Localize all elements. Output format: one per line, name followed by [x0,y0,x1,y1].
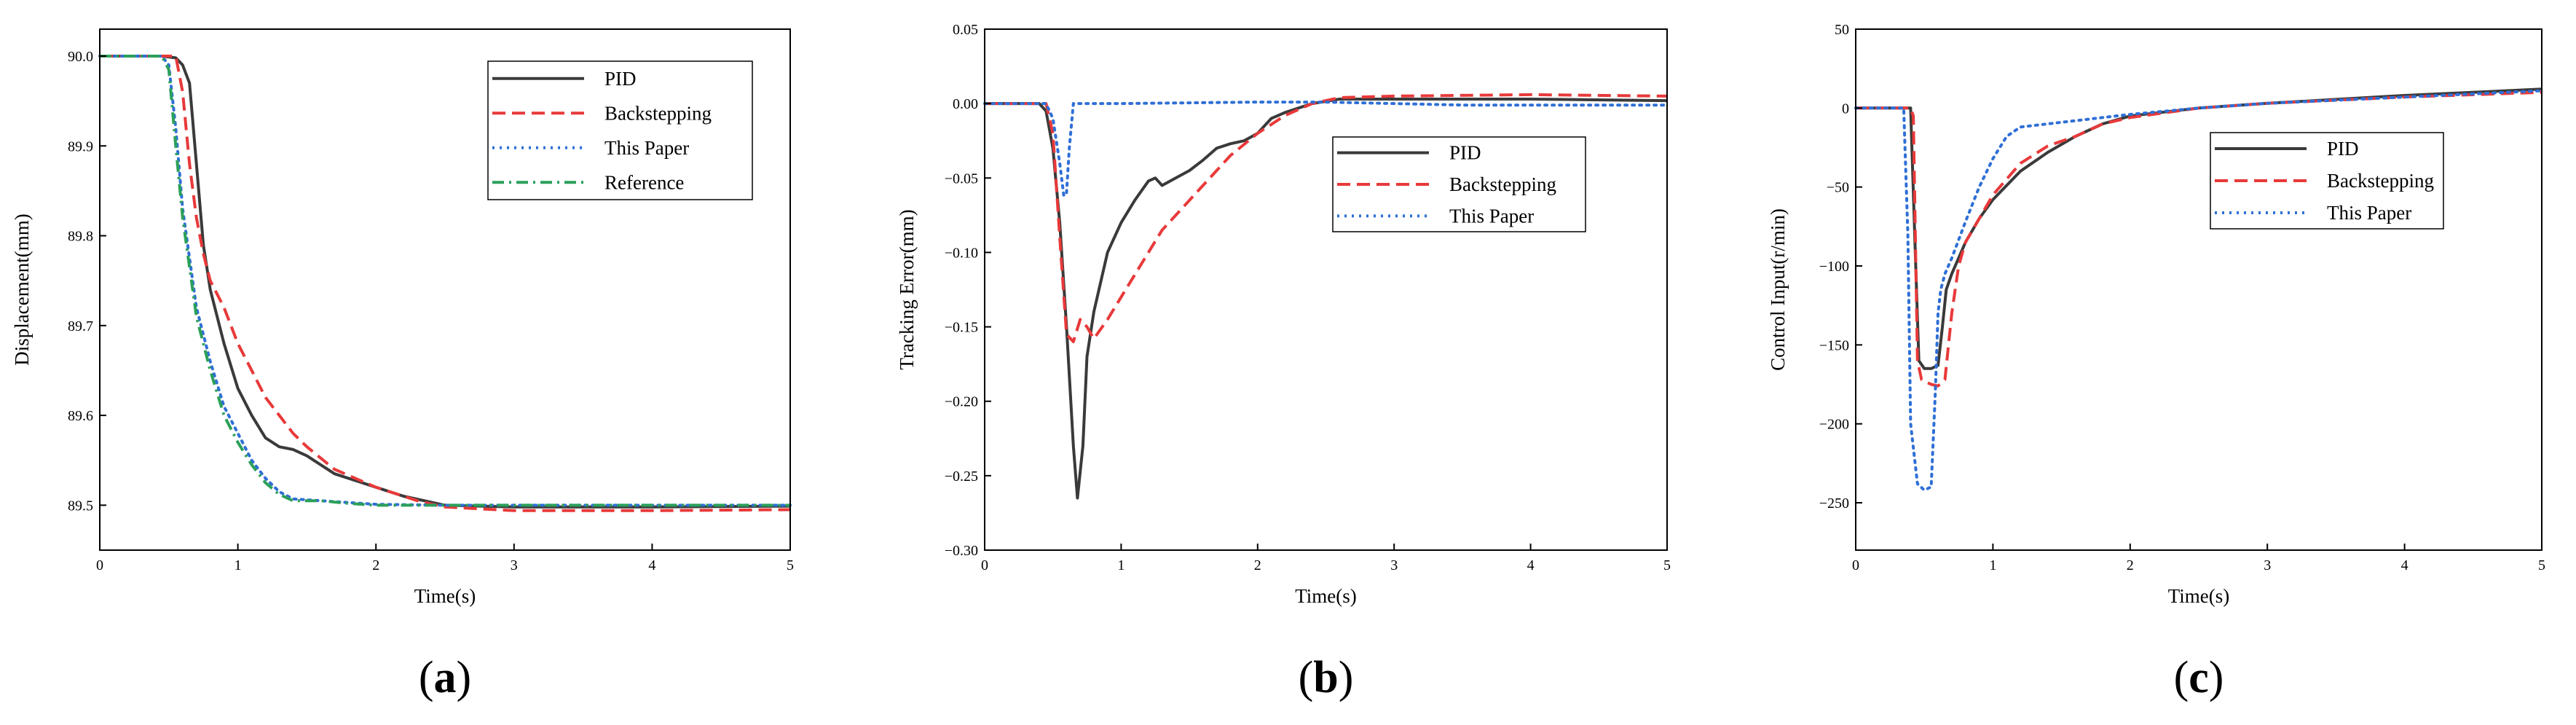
chart-b-xtick-label-2: 2 [1254,557,1261,573]
chart-a-legend-label-1: Backstepping [604,102,712,124]
chart-a-ytick-label-4: 89.9 [68,138,93,154]
chart-b-xtick-label-1: 1 [1117,557,1124,573]
chart-c-ticks: 0 1 2 3 4 5 −250 −200 −150 −100 −50 0 50 [1819,22,2545,573]
chart-c-xtick-label-4: 4 [2401,557,2408,573]
chart-c-ylabel: Control Input(r/min) [1767,208,1789,371]
chart-a-ticks: 0 1 2 3 4 5 89.5 89.6 89.7 89.8 89.9 90.0 [68,49,794,573]
chart-b-ytick-label-2: −0.20 [945,394,978,410]
chart-b-ytick-label-5: −0.05 [945,171,978,187]
chart-b-xlabel: Time(s) [1295,585,1357,607]
chart-b-legend-entry-2: This Paper [1337,205,1534,227]
chart-b-legend-label-1: Backstepping [1449,173,1556,195]
chart-b-ytick-label-1: −0.25 [945,469,978,485]
chart-c-legend-label-0: PID [2327,138,2359,160]
chart-a-plot-frame [99,28,791,551]
chart-b-legend: PID Backstepping This Paper [1332,136,1586,232]
chart-a-xtick-label-2: 2 [372,557,379,573]
chart-a-legend: PID Backstepping This Paper Reference [487,60,753,200]
chart-a-xtick-label-1: 1 [235,557,242,573]
chart-b-series-1-line [985,93,1668,343]
chart-a-panel-label: (a) [419,653,471,702]
chart-c-ytick-label-3: −100 [1819,259,1849,275]
chart-c-xtick-label-0: 0 [1852,557,1859,573]
chart-b-ytick-label-3: −0.15 [945,320,978,336]
chart-a-ytick-label-3: 89.8 [68,229,93,245]
chart-c: 0 1 2 3 4 5 −250 −200 −150 −100 −50 0 50 Time(s) Con… [1767,22,2545,702]
chart-a-ytick-label-1: 89.6 [68,408,93,424]
chart-a-legend-label-3: Reference [604,171,684,193]
chart-a-ytick-label-2: 89.7 [68,318,93,334]
chart-b-legend-entry-0: PID [1337,142,1481,164]
chart-a-panel-letter: a [434,653,457,702]
chart-c-legend-entry-1: Backstepping [2215,170,2434,192]
chart-c-xtick-label-5: 5 [2538,557,2545,573]
chart-b-series [983,93,1669,500]
chart-b-xtick-label-5: 5 [1663,557,1671,573]
chart-c-legend-label-1: Backstepping [2327,170,2434,192]
chart-c-xtick-label-1: 1 [1989,557,1996,573]
chart-b-ytick-label-0: −0.30 [945,543,978,559]
chart-b-ytick-label-6: 0.00 [953,96,978,112]
chart-a-xtick-label-0: 0 [96,557,103,573]
chart-c-legend-entry-2: This Paper [2215,202,2411,224]
chart-b-legend-entry-1: Backstepping [1337,173,1556,195]
chart-c-ytick-label-1: −200 [1819,417,1849,433]
chart-b-ylabel: Tracking Error(mm) [896,209,918,369]
chart-c-legend: PID Backstepping This Paper [2210,132,2444,230]
chart-a-xtick-label-3: 3 [511,557,518,573]
chart-c-panel-letter: c [2189,653,2209,702]
chart-b-ytick-label-4: −0.10 [945,245,978,261]
chart-b-legend-label-2: This Paper [1449,205,1534,227]
chart-a-ytick-label-5: 90.0 [68,49,93,65]
chart-a-legend-entry-0: PID [492,68,637,90]
chart-c-xtick-label-2: 2 [2127,557,2134,573]
chart-a-legend-entry-2: This Paper [492,137,689,159]
chart-a-xlabel: Time(s) [414,585,476,607]
chart-a-ytick-label-0: 89.5 [68,498,93,514]
chart-b-xtick-label-4: 4 [1527,557,1535,573]
chart-a-series-3-line [100,55,790,507]
chart-a-legend-entry-3: Reference [492,171,684,193]
chart-b-ticks: 0 1 2 3 4 5 −0.30 −0.25 −0.20 −0.15 −0.10 −0.05 0.00… [945,22,1671,573]
chart-c-legend-entries: PID Backstepping This Paper [2215,138,2434,224]
chart-c-plot-frame [1855,28,2542,551]
chart-b-plot-frame [984,28,1668,551]
chart-a-xtick-label-5: 5 [787,557,794,573]
chart-c-xtick-label-3: 3 [2264,557,2271,573]
chart-b-panel-letter: b [1313,653,1338,702]
chart-a: 0 1 2 3 4 5 89.5 89.6 89.7 89.8 89.9 90.0 Time(s) D… [11,28,794,702]
chart-a-legend-label-2: This Paper [604,137,689,159]
chart-a-series [98,55,792,512]
chart-c-series-2-line [1854,89,2543,492]
chart-c-legend-label-2: This Paper [2327,202,2411,224]
chart-b-legend-entries: PID Backstepping This Paper [1337,142,1556,227]
chart-a-legend-label-0: PID [604,68,637,90]
chart-c-ytick-label-4: −50 [1827,180,1849,196]
chart-a-legend-box [487,60,753,200]
chart-c-series-1-line [1856,90,2542,388]
chart-b-panel-label: (b) [1299,653,1354,702]
chart-b-xtick-label-3: 3 [1390,557,1398,573]
chart-a-xtick-label-4: 4 [648,557,655,573]
chart-c-legend-entry-0: PID [2215,138,2359,160]
chart-c-ytick-label-2: −150 [1819,337,1849,353]
chart-b-series-2-line [983,101,1669,197]
chart-c-ytick-label-0: −250 [1819,495,1849,512]
chart-c-ytick-label-5: 0 [1842,101,1849,117]
chart-b-legend-label-0: PID [1449,142,1481,164]
chart-a-legend-entries: PID Backstepping This Paper Reference [492,68,712,193]
chart-b-xtick-label-0: 0 [981,557,988,573]
chart-b-ytick-label-7: 0.05 [953,22,978,38]
chart-c-panel-label: (c) [2174,653,2224,702]
chart-b: 0 1 2 3 4 5 −0.30 −0.25 −0.20 −0.15 −0.10 −0.05 0.00… [896,22,1671,702]
chart-c-series [1854,87,2543,492]
chart-c-ytick-label-6: 50 [1835,22,1849,38]
chart-a-legend-entry-1: Backstepping [492,102,712,124]
chart-a-ylabel: Displacement(mm) [11,213,33,365]
chart-c-xlabel: Time(s) [2168,585,2230,607]
